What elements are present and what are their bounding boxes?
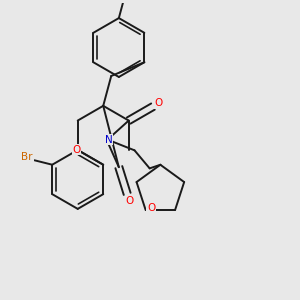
Text: N: N [105,135,113,145]
Text: O: O [73,145,81,154]
Text: Br: Br [22,152,33,162]
Text: O: O [155,98,163,108]
Text: O: O [125,196,134,206]
Text: O: O [147,203,155,213]
